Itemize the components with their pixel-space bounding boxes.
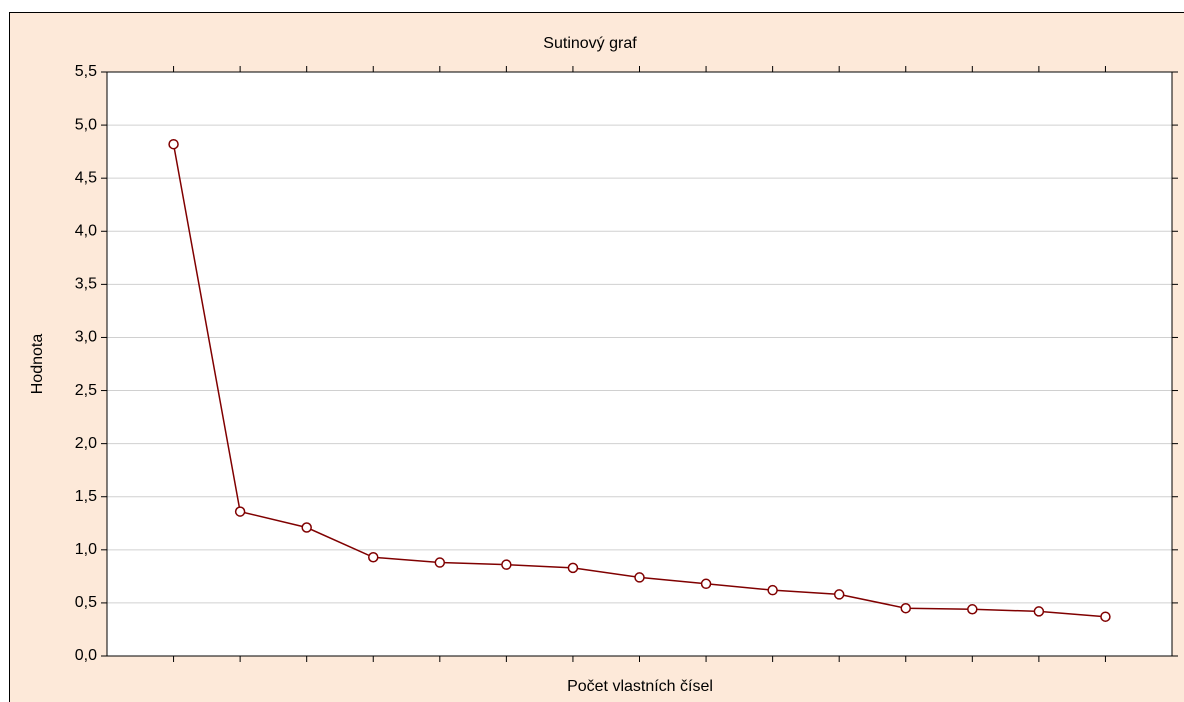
y-tick-label: 4,0 [75,222,97,239]
y-tick-label: 3,5 [75,276,97,293]
point [1033,606,1045,617]
point [967,604,978,615]
point [634,572,645,583]
y-tick-label: 2,5 [75,382,97,399]
y-tick-label: 3,0 [75,329,97,346]
point [700,578,712,590]
point [1100,611,1111,622]
y-tick-label: 0,0 [75,647,97,664]
point [833,589,845,600]
chart-title: Sutinový graf [543,35,637,52]
y-tick-label: 2,0 [75,435,97,452]
point [567,562,579,574]
point [368,552,379,563]
point [434,557,446,568]
x-axis-label: Počet vlastních čísel [567,678,713,695]
point [767,584,778,596]
y-tick-label: 5,0 [75,116,97,133]
point [234,506,246,517]
y-tick-label: 1,0 [75,541,97,558]
plot-area [107,72,1172,656]
point [168,138,179,150]
y-tick-label: 5,5 [75,63,97,80]
point [501,559,512,570]
point [301,522,312,533]
y-tick-label: 4,5 [75,169,97,186]
y-tick-label: 0,5 [75,594,97,611]
y-tick-label: 1,5 [75,488,97,505]
point [900,602,911,614]
y-axis-label: Hodnota [29,334,46,395]
